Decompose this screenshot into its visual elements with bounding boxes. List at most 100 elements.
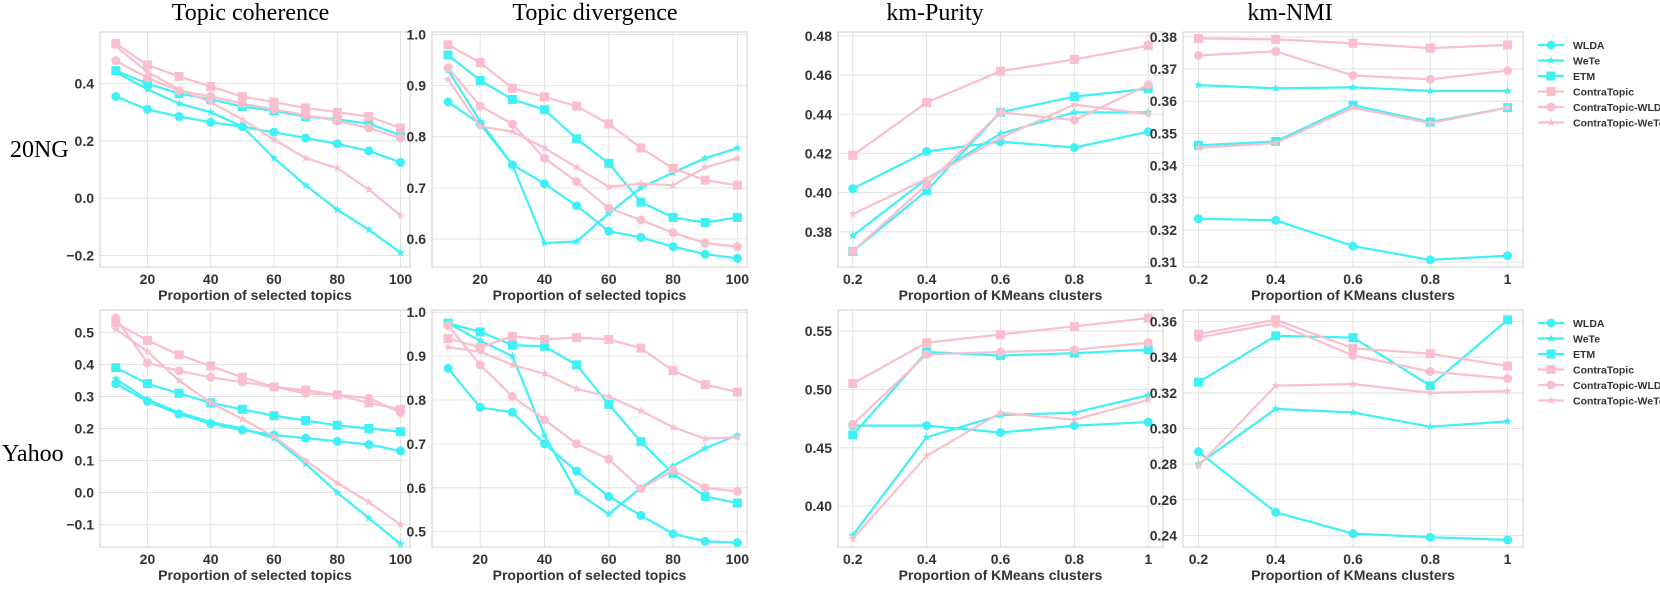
data-point [396,210,405,220]
x-tick-label: 0.4 [1266,551,1286,567]
data-point [604,509,614,518]
y-tick-label: 0.28 [1150,456,1177,472]
data-point [143,84,152,93]
series-contratopic-wete [1194,379,1512,470]
data-point [507,391,517,401]
y-tick-label: 0.0 [75,190,95,206]
y-tick-label: 0.31 [1150,254,1177,270]
data-point [540,341,549,351]
data-point [507,119,517,129]
data-point [237,404,247,414]
data-point [1070,415,1079,424]
x-tick-label: 20 [140,271,156,287]
x-tick-label: 0.8 [1421,271,1441,287]
data-point [475,58,485,68]
data-point [332,107,342,117]
data-point [269,104,279,114]
data-point [1348,333,1358,343]
y-tick-label: 0.32 [1150,222,1177,238]
series-contratopic-wlda [1193,318,1513,384]
data-point [540,92,549,102]
data-point [142,379,152,389]
legend: WLDA WeTe ETM ContraTopic ContraTopic-WLDA Co… [1538,318,1660,408]
data-point [1348,38,1358,48]
y-tick-label: 0.35 [1150,125,1177,141]
data-point [1271,507,1281,517]
data-point [1348,70,1358,80]
series-line [447,67,738,248]
data-point [1425,532,1435,542]
panel-20ng-topic-coherence: 20 40 60 80 100 −0.2 0.0 0.2 0.4 Proportion of se… [66,31,412,303]
series-line [115,42,401,130]
y-tick-label: 0.8 [407,129,427,145]
data-point [396,123,406,133]
x-tick-label: 0.8 [1065,271,1085,287]
legend-label: WeTe [1573,56,1600,68]
data-point [996,410,1005,419]
data-point [636,143,646,153]
series-line [115,328,402,526]
y-tick-label: 0.40 [805,498,832,514]
series-contratopic-wete [111,324,405,529]
data-point [142,358,152,368]
data-point [143,67,152,76]
legend-label: ETM [1573,349,1595,361]
series-line [447,69,738,245]
data-point [269,382,279,392]
data-point [111,313,121,323]
plot-frame [1182,309,1524,548]
data-point [604,158,614,168]
y-tick-label: 0.30 [1150,421,1177,437]
data-point [1348,343,1358,353]
data-point [922,174,931,183]
data-point [572,237,581,246]
x-tick-label: 80 [329,271,345,287]
data-point [269,97,279,107]
legend-label: ContraTopic-WLDA [1573,102,1660,114]
data-point [301,456,310,465]
x-axis-label: Proportion of selected topics [158,287,352,303]
y-tick-label: 0.36 [1150,93,1177,109]
data-point [1271,404,1280,413]
plot-frame [431,31,748,268]
x-tick-label: 1 [1144,551,1152,567]
x-tick-label: 1 [1504,271,1512,287]
data-point [540,179,549,189]
x-tick-label: 60 [266,551,282,567]
series-line [447,335,738,394]
data-point [732,498,742,508]
series-line [447,322,738,505]
series-wlda [443,97,742,263]
series-line [115,45,402,217]
data-point [1271,34,1281,44]
x-tick-label: 0.8 [1065,551,1085,567]
series-contratopic-wete [443,342,742,443]
row-label-yahoo: Yahoo [2,441,64,467]
data-point [572,177,582,187]
data-point [848,419,858,429]
data-point [1271,83,1280,92]
data-point [700,218,710,228]
data-point [540,415,549,425]
legend-marker [1546,118,1556,127]
legend-label: ContraTopic-WeTe [1573,118,1660,130]
y-tick-label: −0.2 [66,248,94,264]
panel-yahoo-topic-divergence: 20 40 60 80 100 0.5 0.6 0.7 0.8 0.9 1.0 Proportion … [407,304,750,583]
data-point [700,483,710,493]
y-tick-label: 0.34 [1150,349,1177,365]
data-point [206,81,216,91]
x-tick-label: 80 [665,271,681,287]
data-point [1069,345,1079,355]
data-point [443,363,453,373]
data-point [475,76,485,86]
y-tick-label: 0.8 [407,392,427,408]
x-tick-label: 0.2 [843,271,863,287]
column-title-topic-divergence: Topic divergence [512,0,678,26]
data-point [332,390,342,400]
x-axis-label: Proportion of selected topics [158,567,352,583]
legend-marker [1546,365,1556,374]
data-point [332,116,342,126]
data-point [364,497,374,506]
series-contratopic-wete [111,41,405,220]
